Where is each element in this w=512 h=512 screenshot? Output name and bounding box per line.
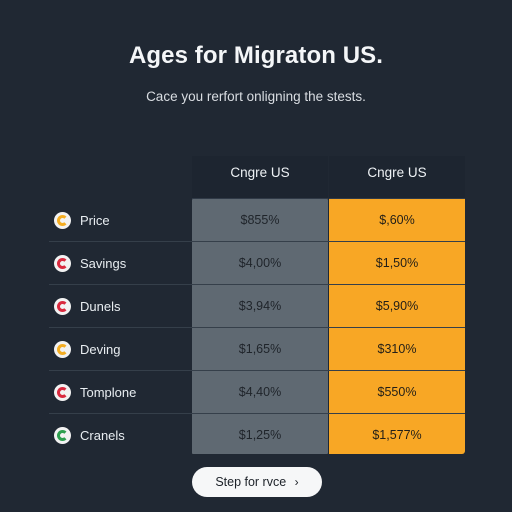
value-cell-us: $4,40% [238, 385, 282, 399]
table-row: Tomplone $4,40% $550% [49, 371, 465, 414]
c-badge-icon [54, 211, 71, 229]
row-label: Cranels [49, 414, 192, 456]
table-row: Dunels $3,94% $5,90% [49, 285, 465, 328]
value-cell-us: $1,25% [238, 428, 282, 442]
value-cell-highlighted: $5,90% [375, 299, 419, 313]
page-title: Ages for Migraton US. [128, 42, 384, 69]
table-row: Deving $1,65% $310% [49, 328, 465, 371]
table-row: Savings $4,00% $1,50% [49, 242, 465, 285]
row-label-text: Deving [80, 341, 121, 357]
table-row: Price $855% $,60% [49, 199, 465, 242]
c-badge-icon [54, 254, 71, 272]
value-cell-us: $4,00% [238, 256, 282, 270]
value-cell-highlighted: $,60% [379, 213, 415, 227]
column-header-us: Cngre US [192, 156, 328, 199]
row-label: Deving [49, 328, 192, 370]
table-row: Cranels $1,25% $1,577% [49, 414, 465, 456]
row-label-text: Tomplone [80, 384, 137, 400]
step-for-price-button[interactable]: Step for rvce › [192, 467, 322, 497]
row-label: Price [49, 199, 192, 241]
value-cell-highlighted: $550% [377, 385, 417, 399]
c-badge-icon [54, 383, 71, 401]
value-cell-highlighted: $1,577% [372, 428, 422, 442]
column-header-us-alt: Cngre US [329, 156, 465, 199]
c-badge-icon [54, 340, 71, 358]
value-cell-highlighted: $1,50% [375, 256, 419, 270]
c-badge-icon [54, 297, 71, 315]
value-cell-us: $3,94% [238, 299, 282, 313]
chevron-right-icon: › [294, 475, 299, 489]
row-label: Tomplone [49, 371, 192, 413]
row-label-text: Dunels [80, 298, 121, 314]
comparison-table: Cngre US Cngre US Price $855% $,60% Savi… [49, 156, 465, 454]
row-label: Savings [49, 242, 192, 284]
row-label-text: Price [80, 212, 110, 228]
c-badge-icon [54, 426, 71, 444]
row-label: Dunels [49, 285, 192, 327]
page-subtitle: Cace you rerfort onligning the stests. [146, 89, 366, 104]
value-cell-us: $1,65% [238, 342, 282, 356]
row-label-text: Cranels [80, 427, 125, 443]
value-cell-highlighted: $310% [377, 342, 417, 356]
row-label-text: Savings [80, 255, 127, 271]
value-cell-us: $855% [240, 213, 280, 227]
cta-label: Step for rvce [215, 475, 287, 489]
